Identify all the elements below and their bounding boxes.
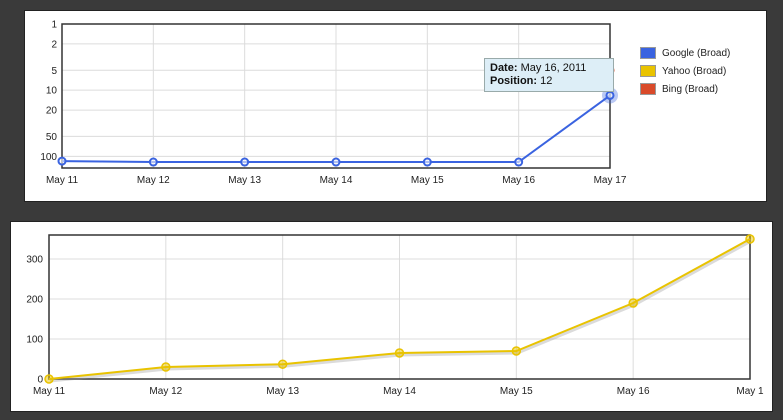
tooltip-date-value: May 16, 2011 bbox=[520, 62, 587, 74]
chart-tooltip: Date: May 16, 2011 Position: 12 bbox=[484, 58, 614, 92]
y-tick-label: 5 bbox=[51, 66, 57, 77]
x-tick-label: May 17 bbox=[594, 175, 627, 186]
tooltip-position-value: 12 bbox=[540, 75, 553, 87]
y-tick-label: 10 bbox=[46, 86, 58, 97]
tooltip-position-row: Position: 12 bbox=[490, 75, 608, 88]
tooltip-date-row: Date: May 16, 2011 bbox=[490, 62, 608, 75]
bottom-chart-panel: 0 100 200 300 May 11 May 12 May 13 May 14 May 15… bbox=[10, 221, 773, 412]
data-point bbox=[422, 157, 432, 167]
count-chart: 0 100 200 300 May 11 May 12 May 13 May 14 May 15… bbox=[26, 234, 764, 397]
x-tick-label: May 11 bbox=[46, 175, 78, 186]
x-tick-label: May 14 bbox=[320, 175, 353, 186]
legend-item-bing[interactable]: Bing (Broad) bbox=[640, 80, 730, 98]
x-tick-label: May 12 bbox=[149, 386, 182, 397]
x-tick-label: May 16 bbox=[617, 386, 650, 397]
y-tick-label: 50 bbox=[46, 132, 58, 143]
plot-frame bbox=[48, 234, 751, 380]
legend-swatch-bing bbox=[640, 83, 656, 95]
data-point bbox=[331, 157, 341, 167]
y-tick-label: 1 bbox=[51, 20, 57, 31]
x-tick-label: May 15 bbox=[411, 175, 444, 186]
y-tick-label: 100 bbox=[40, 152, 57, 163]
legend-label-yahoo: Yahoo (Broad) bbox=[662, 65, 727, 77]
x-tick-label: May 12 bbox=[137, 175, 170, 186]
tooltip-date-label: Date: bbox=[490, 62, 518, 74]
x-tick-label: May 14 bbox=[383, 386, 416, 397]
data-point bbox=[44, 374, 54, 384]
x-tick-label: May 11 bbox=[33, 386, 65, 397]
series-shadow bbox=[49, 239, 752, 383]
x-tick-label: May 1 bbox=[736, 386, 764, 397]
legend: Google (Broad) Yahoo (Broad) Bing (Broad… bbox=[640, 44, 730, 98]
y-tick-label: 100 bbox=[26, 335, 43, 346]
y-tick-label: 300 bbox=[26, 255, 43, 266]
y-tick-label: 200 bbox=[26, 295, 43, 306]
y-tick-label: 0 bbox=[37, 375, 43, 386]
y-tick-label: 2 bbox=[51, 39, 57, 50]
data-point bbox=[57, 156, 67, 166]
top-chart-panel: 1 2 5 10 20 50 100 May 11 May 12 May 13 May 14 May … bbox=[24, 10, 767, 202]
y-tick-label: 20 bbox=[46, 106, 58, 117]
data-point bbox=[148, 157, 158, 167]
legend-swatch-yahoo bbox=[640, 65, 656, 77]
x-tick-label: May 16 bbox=[502, 175, 535, 186]
legend-item-yahoo[interactable]: Yahoo (Broad) bbox=[640, 62, 730, 80]
data-point bbox=[628, 298, 638, 308]
legend-label-bing: Bing (Broad) bbox=[662, 83, 719, 95]
tooltip-position-label: Position: bbox=[490, 75, 538, 87]
data-point bbox=[745, 234, 755, 244]
x-tick-label: May 13 bbox=[228, 175, 261, 186]
data-point bbox=[514, 157, 524, 167]
data-point bbox=[161, 362, 171, 372]
x-tick-label: May 13 bbox=[266, 386, 299, 397]
legend-swatch-google bbox=[640, 47, 656, 59]
x-tick-label: May 15 bbox=[500, 386, 533, 397]
data-point bbox=[511, 346, 522, 356]
legend-item-google[interactable]: Google (Broad) bbox=[640, 44, 730, 62]
data-point bbox=[605, 90, 615, 100]
legend-label-google: Google (Broad) bbox=[662, 47, 731, 59]
data-point bbox=[394, 348, 405, 358]
data-point bbox=[277, 359, 288, 369]
data-point bbox=[240, 157, 250, 167]
